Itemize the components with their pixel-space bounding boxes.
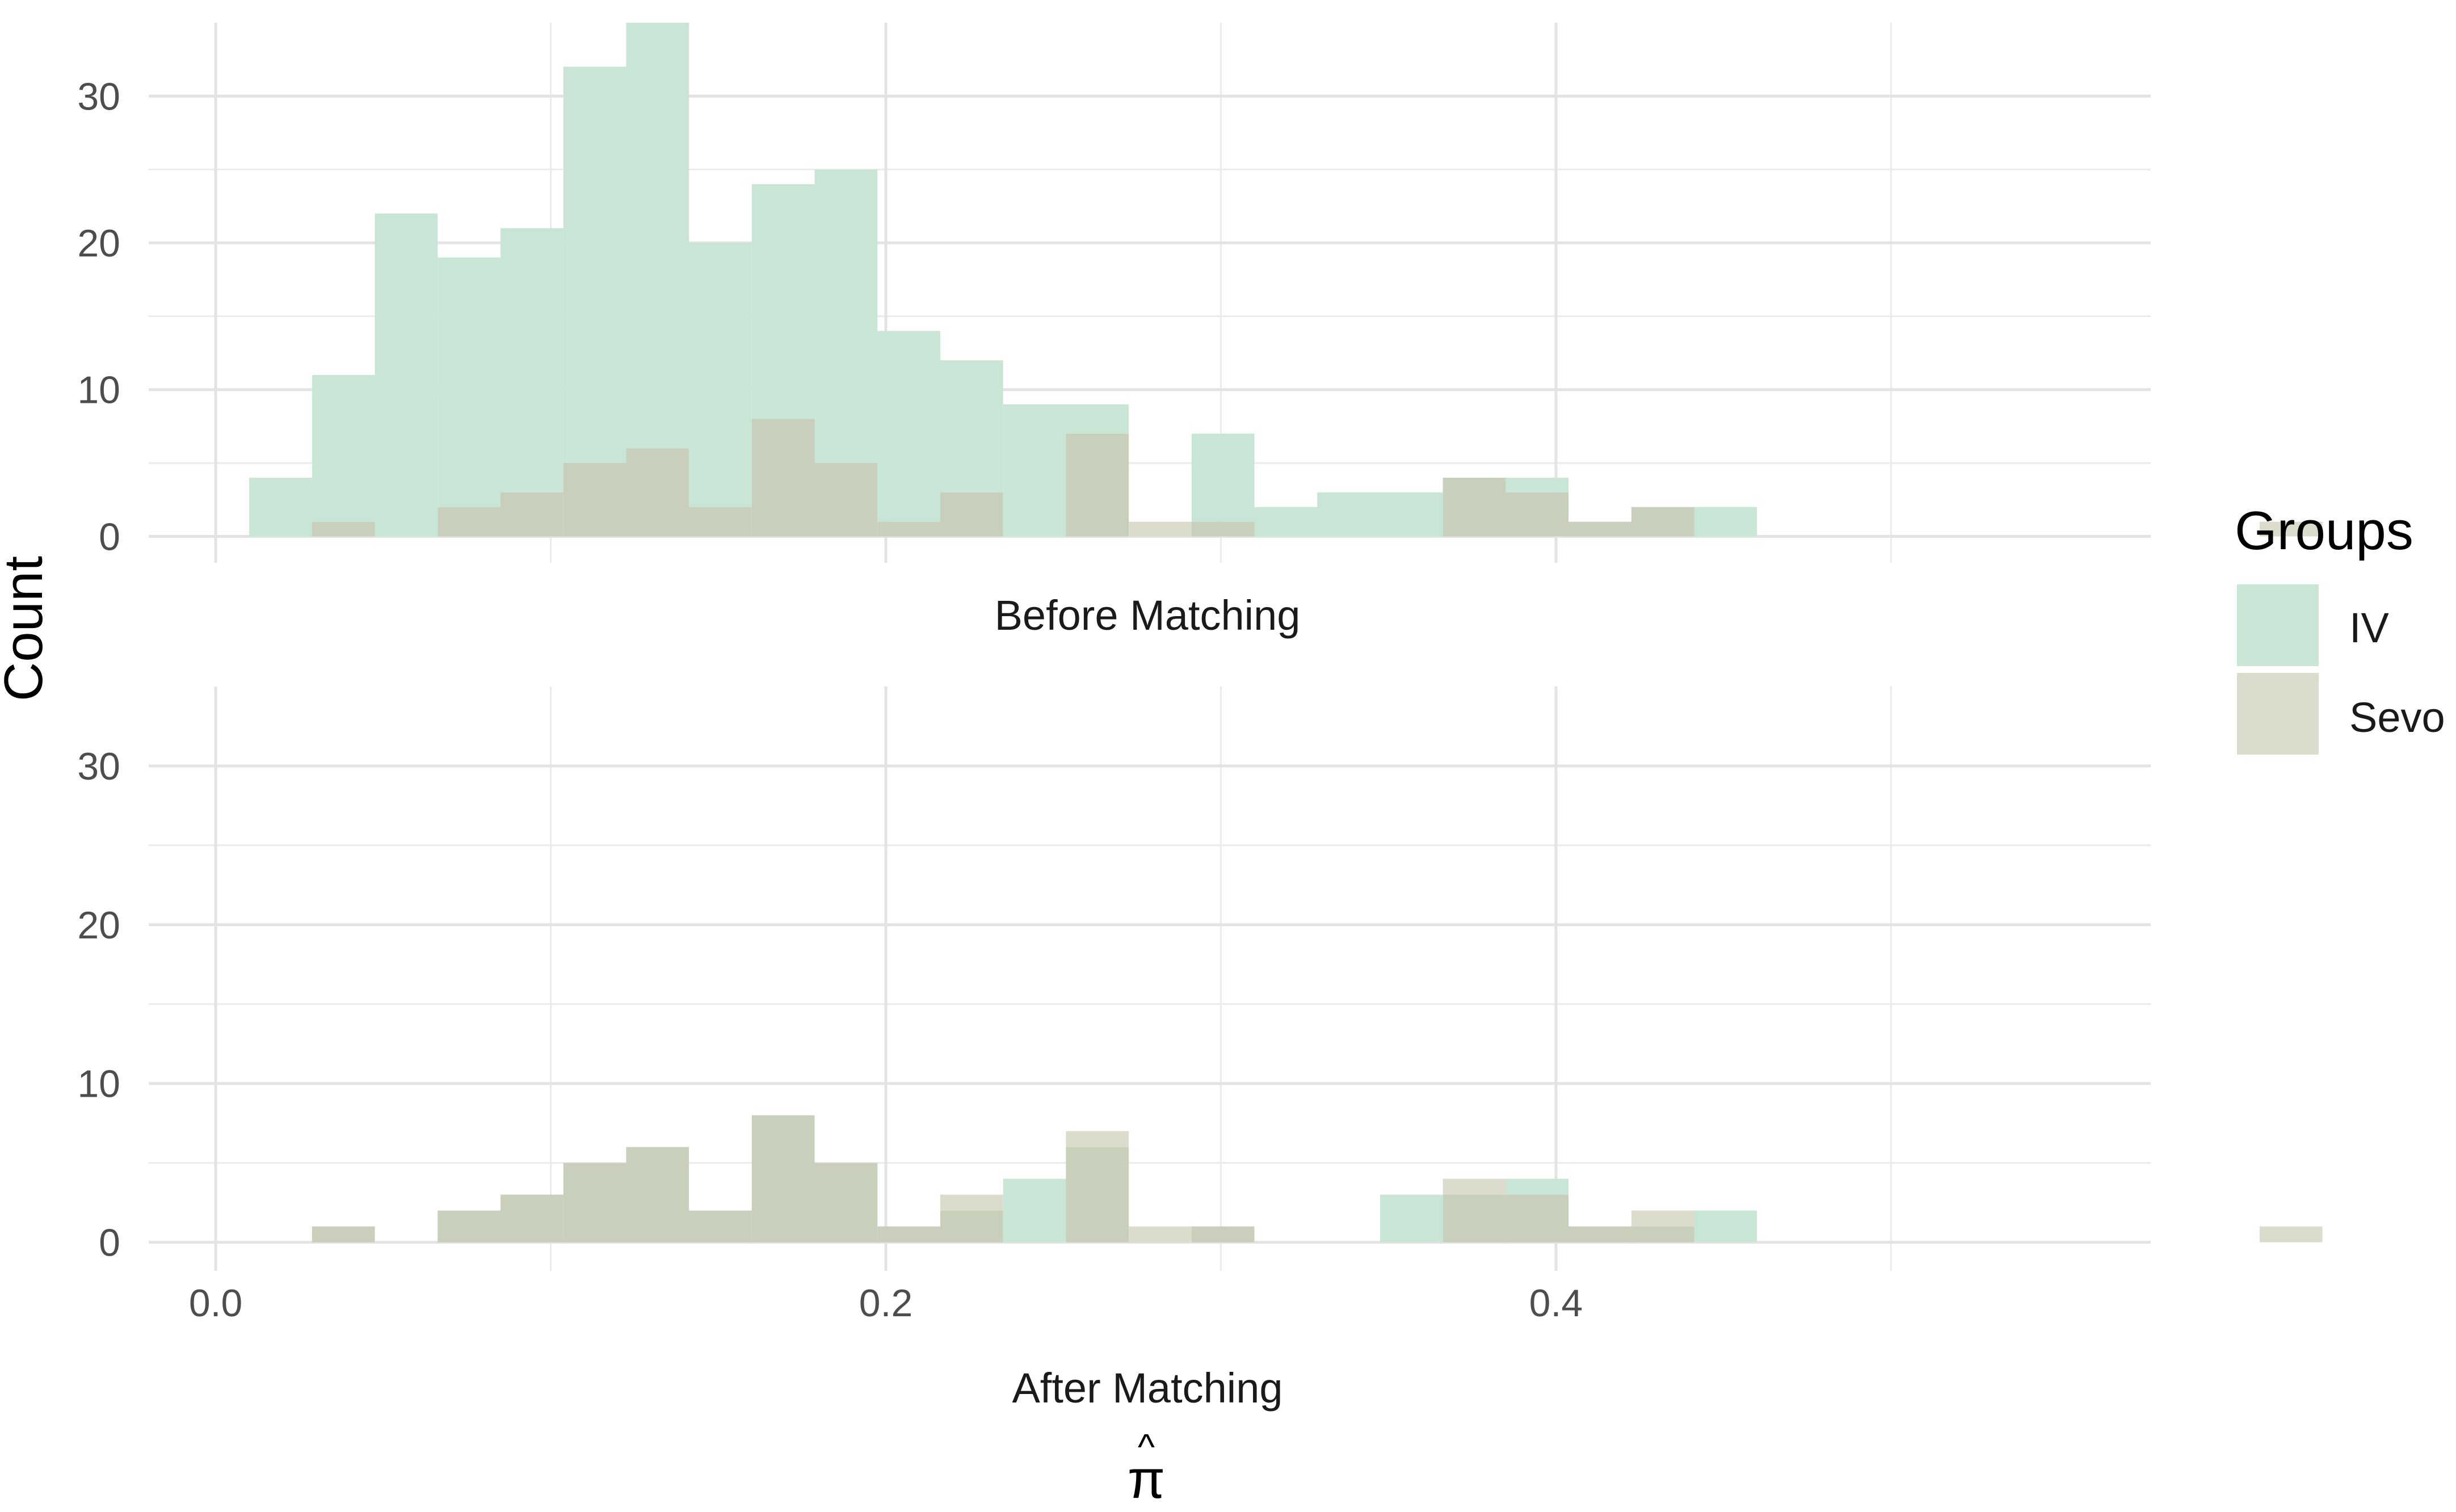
bar-overlap	[438, 507, 501, 537]
x-tick-label: 0.0	[189, 1282, 243, 1325]
bar-overlap	[1066, 1147, 1129, 1243]
y-tick-label: 10	[77, 369, 120, 412]
bar-overlap	[1568, 1226, 1631, 1243]
bar-iv	[438, 257, 501, 507]
bar-overlap	[500, 1194, 563, 1243]
y-tick-label: 30	[77, 75, 120, 118]
y-tick-label: 0	[99, 515, 120, 558]
bar-sevo	[1066, 1131, 1129, 1147]
x-tick-label: 0.4	[1529, 1282, 1583, 1325]
x-axis: 0.0 0.2 0.4	[189, 1282, 1583, 1325]
bar-overlap	[1631, 1226, 1694, 1243]
bar-overlap	[312, 521, 375, 537]
bar-iv	[689, 243, 752, 507]
bar-sevo	[2259, 521, 2323, 537]
x-tick-label: 0.2	[859, 1282, 913, 1325]
bar-sevo	[2259, 1226, 2323, 1243]
bar-overlap	[626, 1147, 689, 1243]
bar-iv	[1694, 507, 1757, 537]
legend-title: Groups	[2235, 500, 2413, 561]
bar-iv	[1505, 477, 1569, 492]
bar-overlap	[563, 463, 626, 537]
bar-overlap	[1191, 1226, 1255, 1243]
bar-overlap	[626, 448, 689, 537]
bar-overlap	[877, 1226, 940, 1243]
bar-sevo	[1129, 1226, 1192, 1243]
bar-overlap	[500, 492, 563, 537]
bar-iv	[500, 228, 563, 492]
bar-overlap	[751, 419, 815, 537]
bar-iv	[1254, 507, 1318, 537]
panel-after-matching: 0 10 20 30	[77, 686, 2323, 1271]
panel-before-matching: 0 10 20 30	[77, 23, 2323, 563]
bar-iv	[1003, 404, 1066, 537]
bar-overlap	[689, 1210, 752, 1243]
bar-overlap	[814, 1163, 878, 1243]
bar-iv	[751, 184, 815, 419]
bar-overlap	[751, 1115, 815, 1243]
legend-key-sevo	[2237, 673, 2319, 755]
bar-overlap	[940, 1210, 1003, 1243]
y-axis-label: Count	[0, 556, 54, 701]
bar-sevo	[1443, 1178, 1506, 1195]
legend-label-iv: IV	[2349, 604, 2390, 651]
bar-overlap	[940, 492, 1003, 537]
bar-iv	[563, 66, 626, 464]
strip-label-before: Before Matching	[995, 592, 1301, 639]
bar-iv	[249, 477, 312, 537]
y-tick-label: 20	[77, 222, 120, 265]
bar-iv	[1317, 492, 1380, 537]
y-tick-label: 10	[77, 1063, 120, 1106]
bar-overlap	[1568, 521, 1631, 537]
legend-key-iv	[2237, 584, 2319, 666]
bar-iv	[1380, 1194, 1443, 1243]
bar-sevo	[1129, 521, 1192, 537]
bar-overlap	[563, 1163, 626, 1243]
bar-overlap	[1505, 1194, 1569, 1243]
y-tick-label: 30	[77, 745, 120, 788]
bar-overlap	[814, 463, 878, 537]
bar-iv	[1066, 404, 1129, 434]
bar-iv	[814, 169, 878, 464]
bar-overlap	[877, 521, 940, 537]
legend-label-sevo: Sevo	[2349, 694, 2445, 741]
bar-overlap	[1505, 492, 1569, 537]
bar-iv	[877, 331, 940, 522]
bar-overlap	[1631, 507, 1694, 537]
bar-overlap	[1443, 1194, 1506, 1243]
bar-iv	[1380, 492, 1443, 537]
bar-overlap	[1443, 477, 1506, 537]
bar-sevo	[940, 1194, 1003, 1211]
bar-iv	[375, 213, 438, 537]
bar-overlap	[689, 507, 752, 537]
bar-iv	[312, 374, 375, 522]
bar-overlap	[438, 1210, 501, 1243]
bar-iv	[940, 360, 1003, 492]
bar-iv	[1191, 433, 1255, 522]
strip-label-after: After Matching	[1012, 1364, 1282, 1412]
bar-iv	[1003, 1178, 1066, 1243]
x-axis-label-hat: ^	[1138, 1426, 1155, 1467]
x-axis-label: π	[1128, 1449, 1165, 1509]
y-tick-label: 20	[77, 904, 120, 947]
y-tick-label: 0	[99, 1222, 120, 1265]
bar-iv	[1694, 1210, 1757, 1243]
bar-iv	[1505, 1178, 1569, 1195]
bar-overlap	[1066, 433, 1129, 537]
bar-overlap	[312, 1226, 375, 1243]
bar-iv	[626, 23, 689, 449]
bar-overlap	[1191, 521, 1255, 537]
bar-sevo	[1631, 1210, 1694, 1227]
legend: Groups IV Sevo	[2235, 500, 2445, 755]
